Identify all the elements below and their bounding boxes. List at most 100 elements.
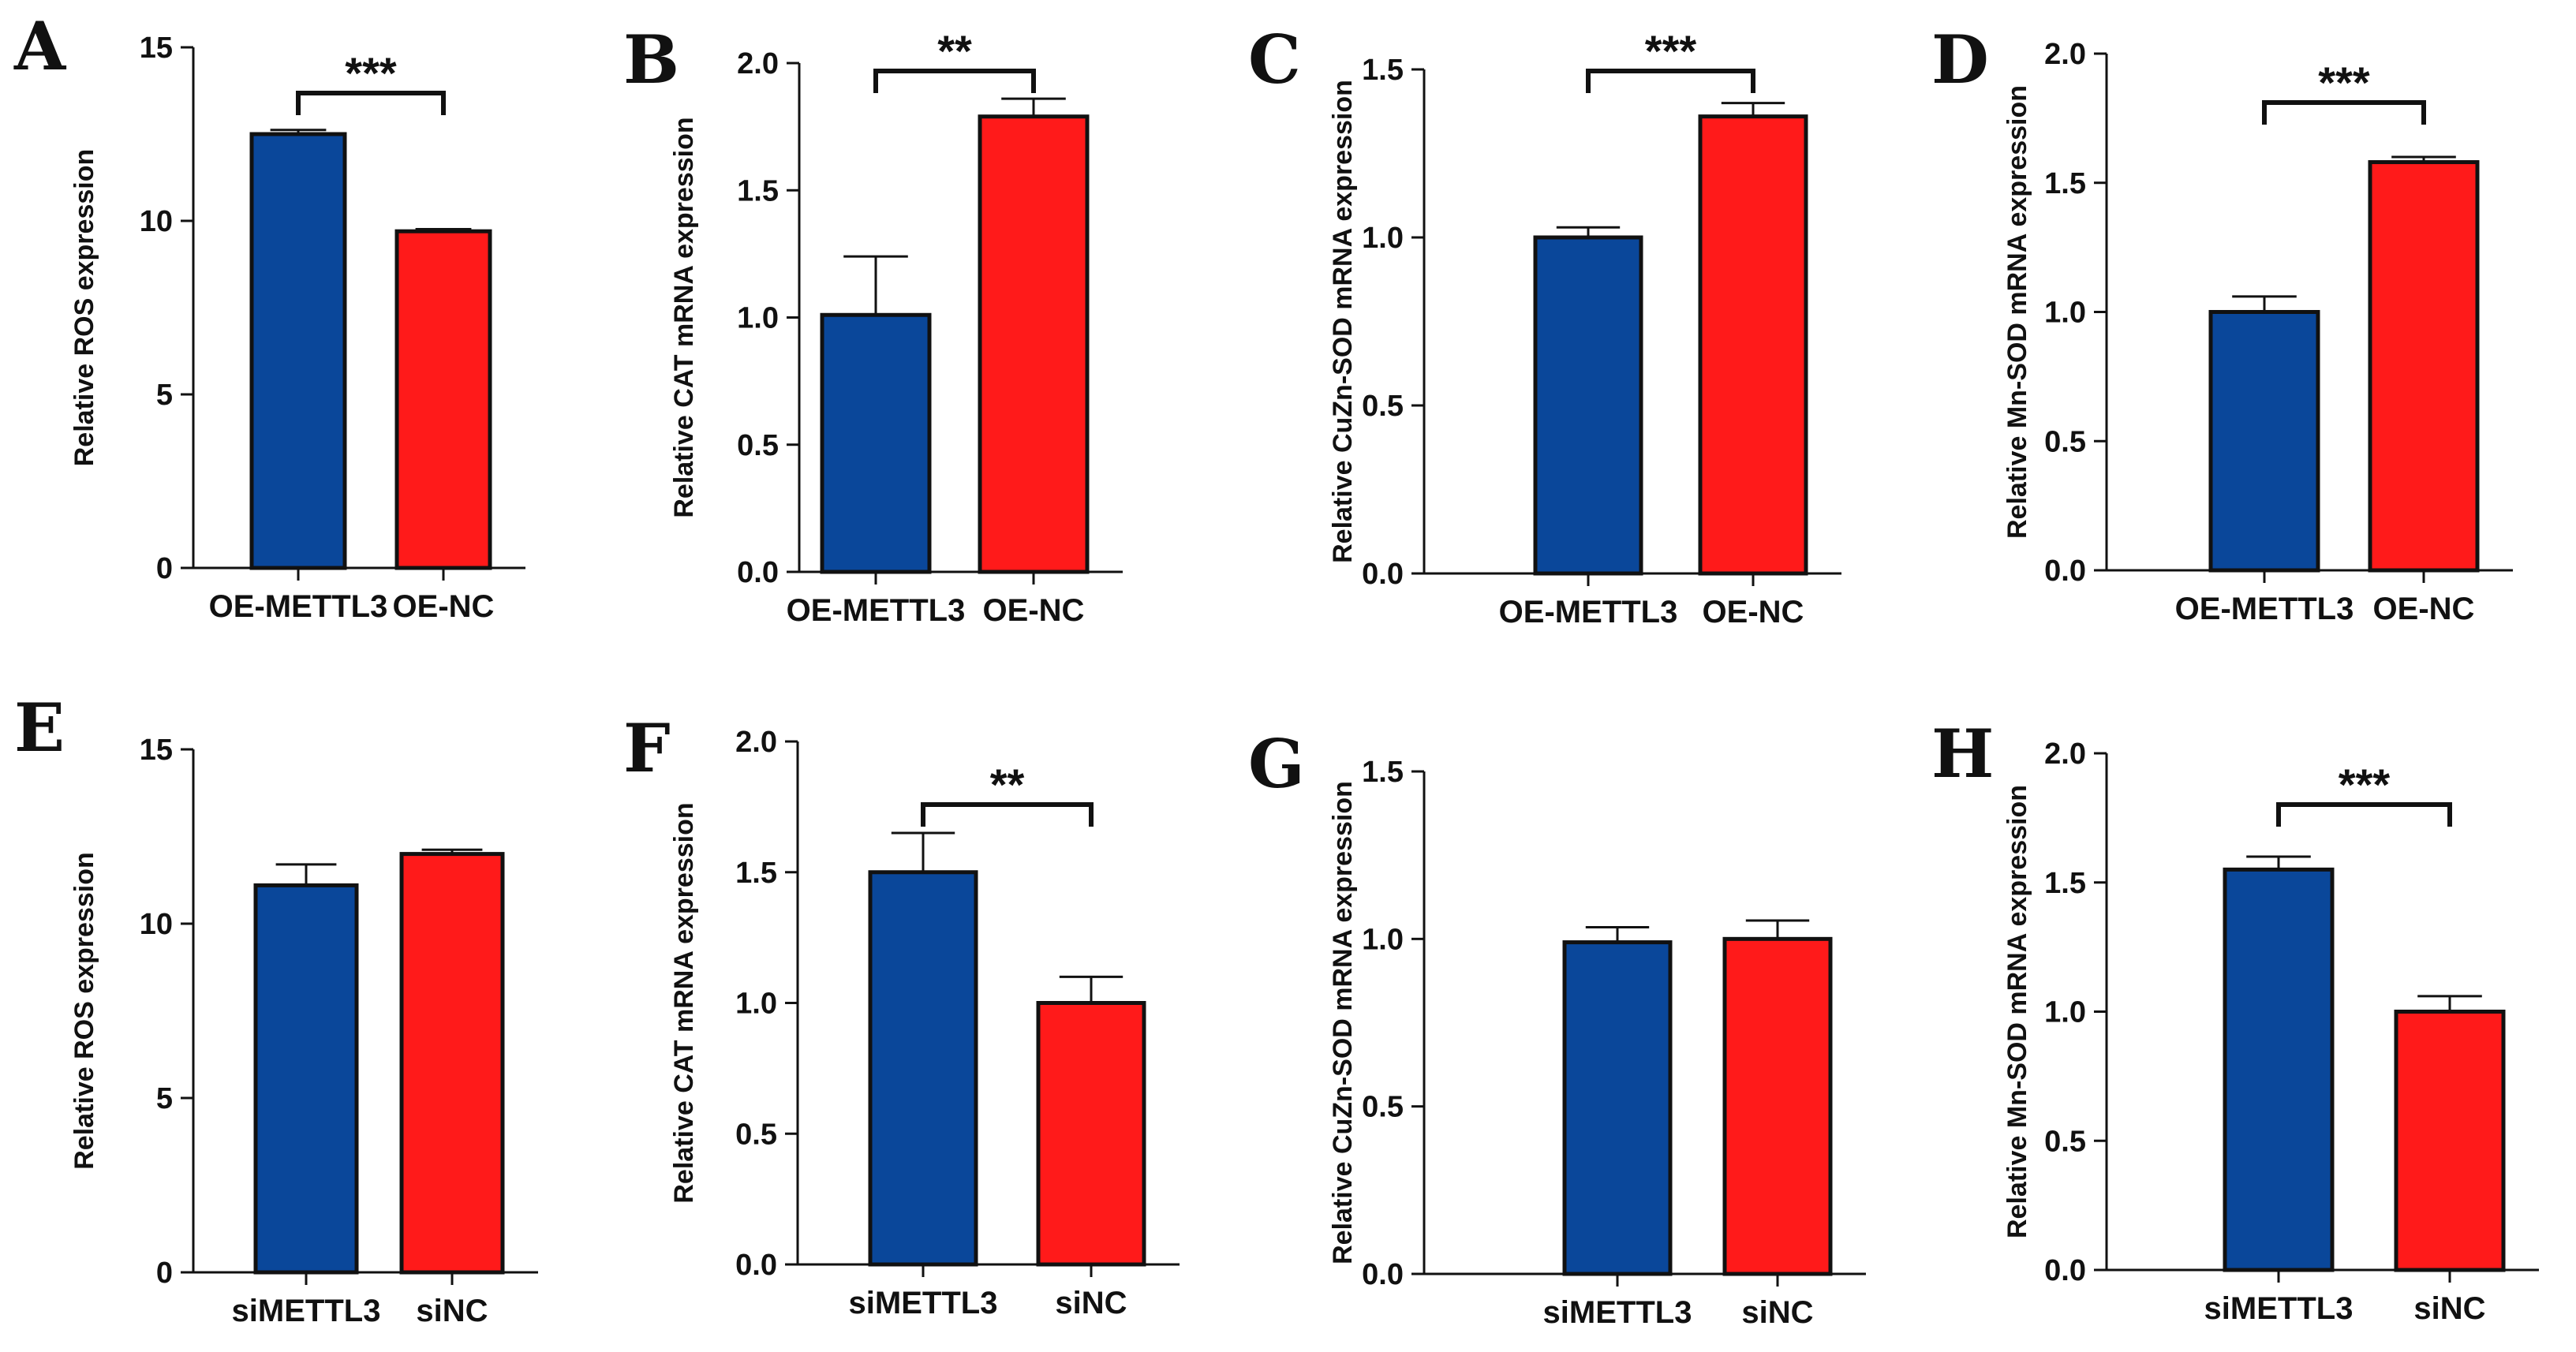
y-tick-label: 1.0	[737, 302, 779, 335]
y-tick-label: 15	[140, 32, 173, 65]
bar	[1562, 940, 1673, 1276]
bar	[2223, 867, 2335, 1272]
y-tick-label: 0.0	[735, 1249, 777, 1282]
y-tick-label: 1.5	[1362, 54, 1404, 87]
y-tick-label: 0.0	[1362, 558, 1404, 591]
y-tick-label: 0.5	[737, 429, 779, 462]
bar	[978, 114, 1090, 574]
bar	[868, 870, 978, 1267]
panel-e: E Relative ROS expression 0 5 10 15 siMETTL3 si…	[14, 689, 538, 1328]
bar	[2208, 310, 2320, 573]
panel-letter: C	[1248, 21, 1301, 99]
significance-label: ***	[2339, 760, 2391, 809]
significance-label: ***	[2318, 58, 2370, 107]
bar	[2368, 160, 2480, 573]
panel-letter: H	[1931, 715, 1994, 793]
y-tick-label: 15	[140, 734, 173, 767]
y-tick-label: 1.0	[735, 988, 777, 1021]
y-tick-label: 1.5	[737, 174, 779, 207]
significance-bracket	[921, 802, 1094, 827]
significance-bracket	[873, 69, 1036, 93]
significance-bracket	[2276, 802, 2452, 827]
y-axis-label: Relative Mn-SOD mRNA expression	[2002, 785, 2032, 1238]
category-label: OE-METTL3	[787, 593, 966, 628]
y-tick-label: 2.0	[2044, 38, 2086, 71]
y-axis-label: Relative CuZn-SOD mRNA expression	[1328, 80, 1358, 563]
significance-bracket	[1586, 69, 1755, 93]
panel-letter: A	[13, 7, 67, 85]
significance-label: **	[937, 26, 972, 76]
y-tick-label: 0.0	[2044, 1254, 2086, 1287]
y-axis-label: Relative Mn-SOD mRNA expression	[2002, 85, 2032, 539]
y-tick-label: 1.5	[2044, 167, 2086, 200]
category-label: siNC	[1055, 1286, 1127, 1320]
y-axis-label: Relative ROS expression	[69, 149, 99, 467]
category-label: siNC	[416, 1294, 488, 1328]
category-label: OE-NC	[393, 589, 495, 624]
y-tick-label: 5	[156, 379, 173, 412]
panel-letter: G	[1248, 725, 1305, 803]
y-tick-label: 5	[156, 1082, 173, 1115]
y-tick-label: 1.5	[2044, 867, 2086, 900]
panel-letter: D	[1931, 21, 1989, 99]
y-tick-label: 0.0	[1362, 1258, 1404, 1291]
y-tick-label: 1.5	[735, 857, 777, 890]
significance-label: ***	[345, 48, 397, 98]
y-axis-label: Relative CAT mRNA expression	[669, 802, 699, 1203]
category-label: siMETTL3	[2204, 1291, 2354, 1326]
bar	[399, 852, 505, 1275]
bar	[249, 132, 347, 570]
bar	[394, 229, 492, 570]
bar	[820, 312, 932, 574]
category-label: OE-NC	[1703, 595, 1804, 629]
y-tick-label: 0.5	[1362, 390, 1404, 423]
y-tick-label: 0	[156, 552, 173, 585]
panel-b: B Relative CAT mRNA expression 0.0 0.5 1.0 1.…	[623, 21, 1123, 628]
bar	[1533, 235, 1643, 576]
y-tick-label: 10	[140, 908, 173, 941]
panel-f: F Relative CAT mRNA expression 0.0 0.5 1.0 1.…	[623, 709, 1180, 1320]
category-label: siMETTL3	[232, 1294, 381, 1328]
category-label: OE-METTL3	[209, 589, 388, 624]
y-tick-label: 2.0	[735, 726, 777, 759]
bar	[253, 883, 359, 1275]
y-tick-label: 1.0	[1362, 923, 1404, 956]
significance-bracket	[2262, 100, 2426, 125]
y-tick-label: 0.5	[1362, 1091, 1404, 1124]
y-axis-label: Relative ROS expression	[69, 852, 99, 1170]
panel-d: D Relative Mn-SOD mRNA expression 0.0 0.5 1.…	[1931, 21, 2513, 626]
y-tick-label: 0.0	[737, 556, 779, 589]
y-tick-label: 1.0	[2044, 996, 2086, 1029]
y-tick-label: 2.0	[2044, 738, 2086, 771]
y-axis-label: Relative CuZn-SOD mRNA expression	[1328, 781, 1358, 1264]
y-tick-label: 0.5	[2044, 1125, 2086, 1158]
bar	[2394, 1010, 2506, 1272]
bar	[1722, 936, 1833, 1276]
significance-bracket	[296, 91, 446, 115]
y-tick-label: 10	[140, 205, 173, 238]
panel-a: A Relative ROS expression 0 5 10 15 OE-METTL3 O…	[13, 7, 525, 624]
y-tick-label: 1.0	[2044, 297, 2086, 330]
significance-label: ***	[1645, 26, 1697, 76]
category-label: OE-METTL3	[1499, 595, 1678, 629]
category-label: siNC	[1741, 1295, 1813, 1330]
y-tick-label: 1.0	[1362, 222, 1404, 255]
y-tick-label: 0	[156, 1257, 173, 1290]
significance-label: **	[990, 760, 1025, 809]
category-label: siMETTL3	[1543, 1295, 1692, 1330]
panel-letter: E	[14, 689, 65, 767]
y-tick-label: 0.0	[2044, 555, 2086, 588]
bar	[1036, 1001, 1146, 1267]
y-tick-label: 0.5	[735, 1118, 777, 1151]
category-label: siNC	[2413, 1291, 2485, 1326]
y-tick-label: 2.0	[737, 47, 779, 80]
panel-letter: F	[623, 709, 671, 787]
panel-h: H Relative Mn-SOD mRNA expression 0.0 0.5 1.…	[1931, 715, 2539, 1326]
category-label: siMETTL3	[849, 1286, 998, 1320]
category-label: OE-METTL3	[2175, 592, 2354, 626]
panel-letter: B	[623, 21, 679, 99]
y-tick-label: 0.5	[2044, 425, 2086, 458]
